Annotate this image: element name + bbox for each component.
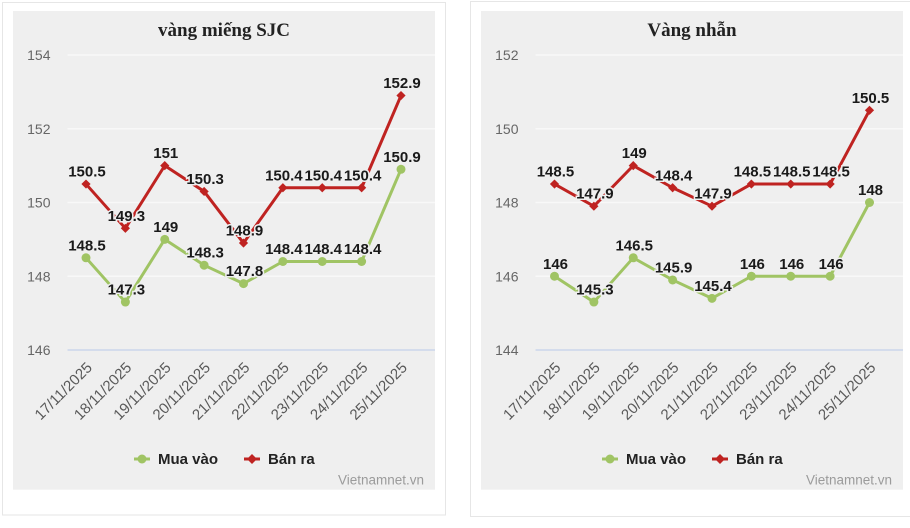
svg-text:152: 152 (495, 47, 519, 63)
svg-text:144: 144 (495, 342, 519, 358)
svg-text:150.3: 150.3 (186, 171, 224, 188)
svg-text:148.5: 148.5 (812, 164, 850, 181)
svg-text:146: 146 (819, 256, 844, 273)
svg-text:149.3: 149.3 (108, 208, 146, 225)
svg-text:151: 151 (153, 145, 178, 162)
svg-text:146.5: 146.5 (615, 237, 653, 254)
svg-text:145.9: 145.9 (655, 259, 693, 276)
svg-text:Vàng nhẫn: Vàng nhẫn (647, 20, 737, 41)
svg-text:150.5: 150.5 (852, 90, 890, 107)
svg-text:Bán ra: Bán ra (268, 451, 315, 468)
svg-text:152: 152 (27, 121, 51, 137)
svg-text:150: 150 (27, 195, 51, 211)
svg-text:148: 148 (495, 195, 519, 211)
svg-text:146: 146 (740, 256, 765, 273)
svg-text:146: 146 (27, 342, 51, 358)
svg-text:149: 149 (622, 145, 647, 162)
svg-text:148.3: 148.3 (186, 245, 224, 262)
svg-text:vàng miếng SJC: vàng miếng SJC (158, 20, 290, 41)
svg-text:148.5: 148.5 (537, 164, 575, 181)
svg-text:145.4: 145.4 (694, 278, 732, 295)
svg-text:152.9: 152.9 (383, 75, 421, 92)
svg-text:150.5: 150.5 (68, 164, 106, 181)
svg-text:146: 146 (779, 256, 804, 273)
svg-text:150.9: 150.9 (383, 149, 421, 166)
svg-text:148.4: 148.4 (344, 241, 382, 258)
svg-text:147.3: 147.3 (108, 282, 146, 299)
svg-text:148.4: 148.4 (265, 241, 303, 258)
svg-text:Vietnamnet.vn: Vietnamnet.vn (338, 473, 424, 488)
svg-text:147.9: 147.9 (694, 186, 732, 203)
svg-text:148.9: 148.9 (226, 223, 264, 240)
svg-text:Vietnamnet.vn: Vietnamnet.vn (806, 473, 892, 488)
svg-text:148.4: 148.4 (655, 167, 693, 184)
svg-text:149: 149 (153, 219, 178, 236)
svg-text:147.8: 147.8 (226, 263, 264, 280)
svg-text:148.5: 148.5 (68, 237, 106, 254)
svg-text:147.9: 147.9 (576, 186, 614, 203)
svg-text:145.3: 145.3 (576, 282, 614, 299)
svg-text:Mua vào: Mua vào (158, 451, 218, 468)
svg-text:150.4: 150.4 (344, 167, 382, 184)
svg-text:154: 154 (27, 47, 51, 63)
svg-text:148.5: 148.5 (734, 164, 772, 181)
svg-text:146: 146 (543, 256, 568, 273)
svg-text:146: 146 (495, 268, 519, 284)
svg-text:Mua vào: Mua vào (626, 451, 686, 468)
svg-text:148.5: 148.5 (773, 164, 811, 181)
svg-text:150.4: 150.4 (265, 167, 303, 184)
svg-text:148: 148 (27, 268, 51, 284)
svg-text:148: 148 (858, 182, 883, 199)
svg-text:148.4: 148.4 (304, 241, 342, 258)
svg-text:150.4: 150.4 (304, 167, 342, 184)
svg-text:Bán ra: Bán ra (736, 451, 783, 468)
svg-text:150: 150 (495, 121, 519, 137)
